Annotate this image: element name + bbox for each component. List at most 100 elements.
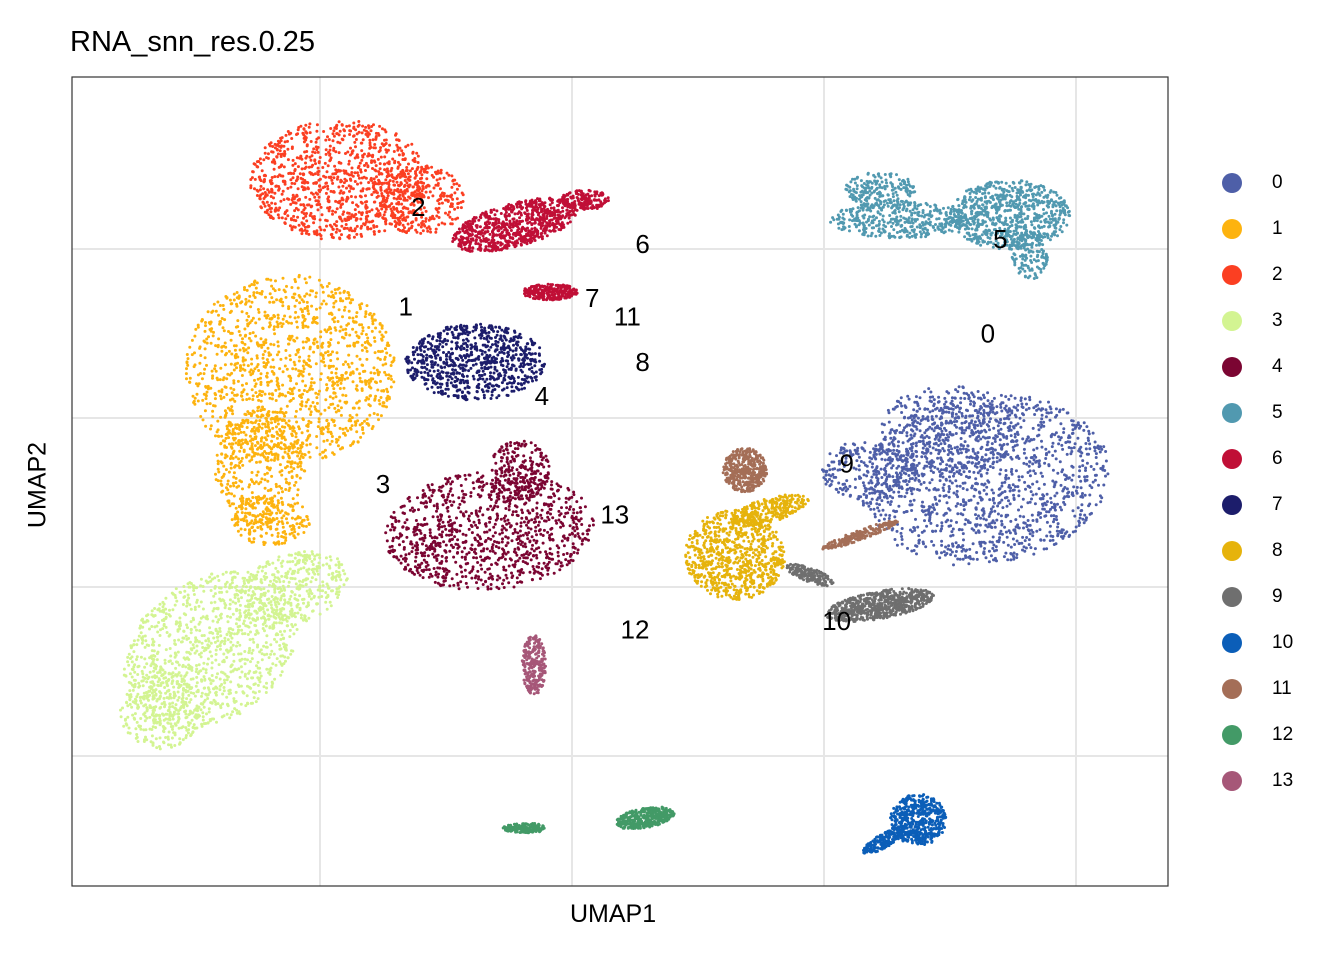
cell-point <box>203 367 207 371</box>
cell-point <box>862 492 866 496</box>
cell-point <box>386 161 390 165</box>
cell-point <box>1008 502 1012 506</box>
cell-point <box>273 315 277 318</box>
cell-point <box>334 210 337 214</box>
cell-point <box>1081 492 1084 495</box>
cell-point <box>301 222 305 226</box>
cell-point <box>975 557 979 561</box>
cell-point <box>868 460 872 464</box>
cell-point <box>282 514 286 518</box>
cell-point <box>915 450 918 454</box>
cell-point <box>1016 523 1020 527</box>
cell-point <box>240 310 244 314</box>
cell-point <box>923 455 927 459</box>
cell-point <box>887 517 891 520</box>
cell-point <box>914 544 918 548</box>
cell-point <box>245 520 249 523</box>
cell-point <box>1003 525 1007 529</box>
cell-point <box>307 407 311 411</box>
cell-point <box>955 493 959 497</box>
cell-point <box>324 138 328 142</box>
cell-point <box>1017 526 1021 530</box>
cell-point <box>909 437 912 441</box>
cell-point <box>1013 485 1017 489</box>
cell-point <box>266 521 270 525</box>
cell-point <box>250 471 254 474</box>
cell-point <box>338 236 342 240</box>
cell-point <box>880 457 884 461</box>
cell-point <box>254 382 258 386</box>
cell-point <box>1021 437 1025 441</box>
cell-point <box>226 499 230 503</box>
cell-point <box>302 300 306 304</box>
cell-point <box>974 430 978 434</box>
cell-point <box>350 361 354 365</box>
cell-point <box>215 453 219 457</box>
cell-point <box>270 150 274 154</box>
cell-point <box>310 204 314 208</box>
cell-point <box>1102 445 1106 449</box>
cell-point <box>944 520 948 524</box>
cell-point <box>952 474 955 478</box>
cell-point <box>361 124 365 128</box>
cell-point <box>861 481 865 485</box>
cell-point <box>304 524 308 528</box>
cell-point <box>920 434 924 437</box>
cell-point <box>899 476 903 479</box>
cell-point <box>276 152 280 156</box>
cell-point <box>941 460 945 464</box>
cell-point <box>361 189 365 193</box>
cell-point <box>335 375 339 379</box>
cell-point <box>982 393 985 397</box>
cell-point <box>899 494 903 498</box>
cell-point <box>1000 481 1004 485</box>
cell-point <box>875 498 879 502</box>
cell-point <box>318 218 322 222</box>
cell-point <box>263 392 267 396</box>
cell-point <box>259 525 263 528</box>
cell-point <box>965 455 969 459</box>
cell-point <box>276 175 280 179</box>
cell-point <box>999 427 1003 431</box>
cell-point <box>988 428 991 432</box>
cell-point <box>1073 514 1077 518</box>
cell-point <box>832 460 836 464</box>
cell-point <box>1042 424 1046 428</box>
cell-point <box>845 479 849 483</box>
cell-point <box>231 412 235 416</box>
cell-point <box>268 292 272 296</box>
cell-point <box>321 450 325 454</box>
cell-point <box>988 540 992 544</box>
cell-point <box>265 506 269 510</box>
cell-point <box>959 545 963 549</box>
cell-point <box>249 305 253 309</box>
cell-point <box>270 296 274 300</box>
cell-point <box>243 327 247 331</box>
chart-title: RNA_snn_res.0.25 <box>70 26 316 58</box>
cell-point <box>196 399 200 403</box>
cell-point <box>1012 493 1016 497</box>
cell-point <box>967 396 971 400</box>
cell-point <box>365 211 369 215</box>
cell-point <box>244 440 248 444</box>
cell-point <box>279 429 283 433</box>
cell-point <box>953 396 957 400</box>
cell-point <box>193 334 197 338</box>
cell-point <box>203 356 207 360</box>
cell-point <box>1040 417 1044 421</box>
cell-point <box>1018 514 1022 518</box>
cell-point <box>315 307 318 311</box>
cell-point <box>328 148 332 152</box>
cell-point <box>258 389 262 393</box>
cell-point <box>976 439 980 443</box>
cell-point <box>248 529 252 533</box>
cell-point <box>314 391 318 395</box>
cell-point <box>1064 441 1068 444</box>
cell-point <box>281 490 284 494</box>
cell-point <box>304 136 308 140</box>
cell-point <box>344 331 348 335</box>
cell-point <box>338 291 342 295</box>
cell-point <box>955 470 959 474</box>
cell-point <box>856 452 860 456</box>
cell-point <box>263 486 267 490</box>
